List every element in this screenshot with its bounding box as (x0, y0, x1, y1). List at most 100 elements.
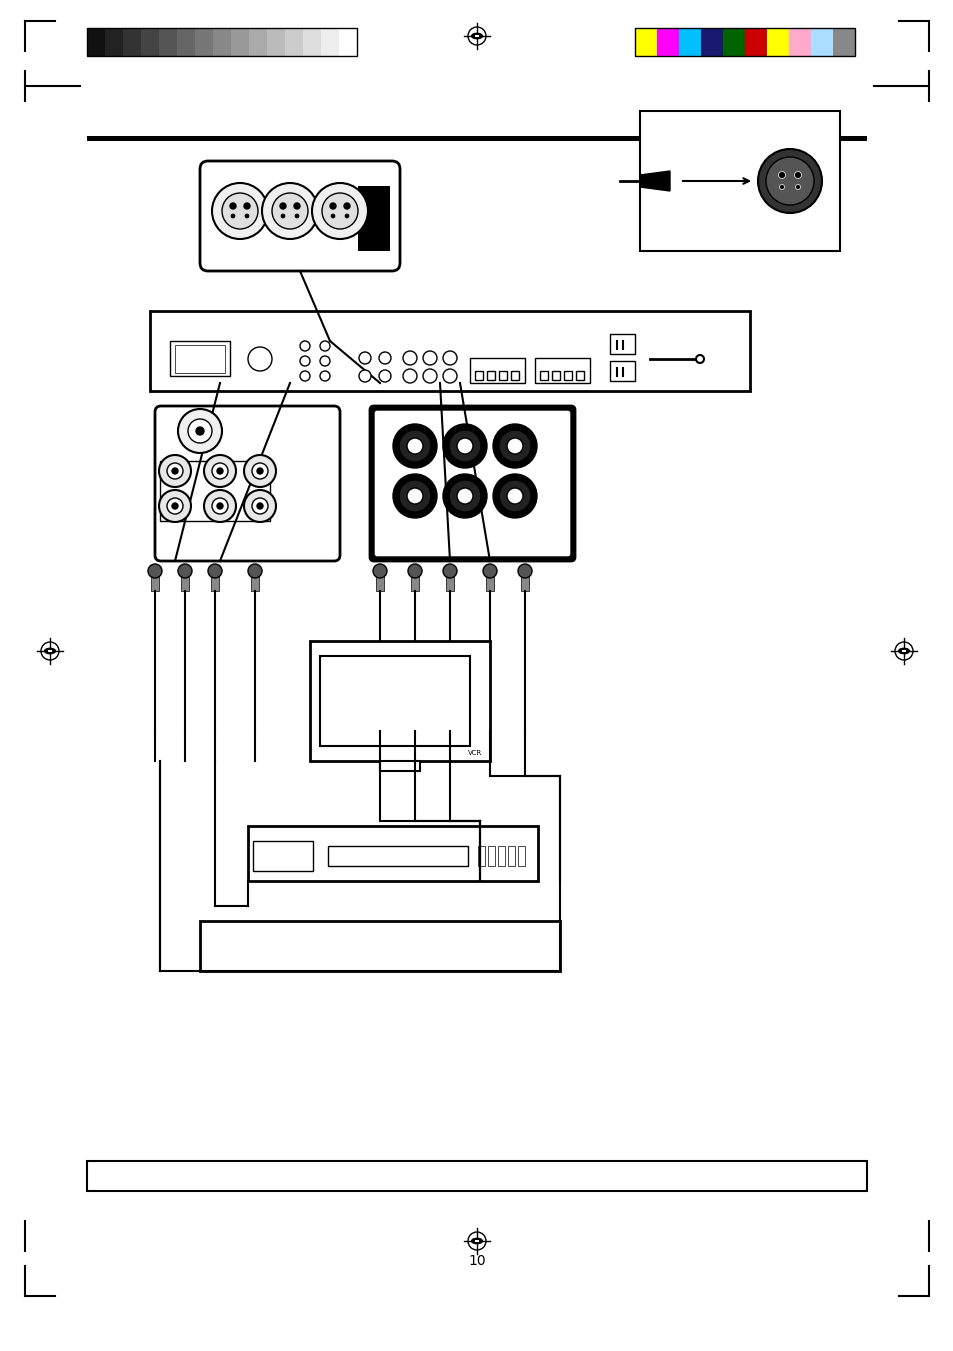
Bar (248, 825, 537, 881)
Circle shape (319, 340, 330, 351)
Circle shape (195, 427, 204, 435)
Circle shape (256, 503, 263, 509)
Circle shape (696, 355, 703, 363)
Bar (328, 846, 468, 866)
Circle shape (795, 185, 800, 189)
Circle shape (373, 563, 387, 578)
Circle shape (212, 182, 268, 239)
Bar (635, 28, 854, 55)
Bar (657, 28, 679, 55)
Bar (170, 340, 230, 376)
Bar (470, 358, 524, 382)
Bar (303, 28, 320, 55)
Circle shape (319, 357, 330, 366)
Circle shape (778, 172, 784, 178)
Circle shape (779, 185, 783, 189)
Bar (213, 28, 231, 55)
Bar (507, 846, 515, 866)
Bar (475, 1240, 478, 1243)
Circle shape (493, 474, 537, 517)
Bar (498, 372, 506, 380)
Circle shape (407, 488, 422, 504)
Circle shape (172, 467, 178, 474)
Circle shape (216, 467, 223, 474)
Bar (357, 186, 390, 251)
Circle shape (167, 499, 183, 513)
Circle shape (378, 370, 391, 382)
Circle shape (294, 213, 298, 218)
Bar (285, 28, 303, 55)
Circle shape (517, 563, 532, 578)
Circle shape (204, 490, 235, 521)
Bar (181, 571, 189, 590)
FancyBboxPatch shape (200, 161, 399, 272)
Circle shape (272, 193, 308, 230)
Circle shape (358, 353, 371, 363)
Bar (320, 28, 338, 55)
Circle shape (393, 424, 436, 467)
Bar (722, 28, 744, 55)
Circle shape (281, 213, 285, 218)
Bar (766, 28, 788, 55)
Circle shape (345, 213, 349, 218)
Circle shape (299, 372, 310, 381)
Circle shape (245, 213, 249, 218)
Circle shape (506, 438, 522, 454)
Bar (700, 28, 722, 55)
Bar (520, 571, 529, 590)
Bar (535, 358, 589, 382)
Circle shape (244, 490, 275, 521)
Circle shape (402, 351, 416, 365)
Circle shape (442, 474, 486, 517)
FancyBboxPatch shape (374, 409, 571, 557)
Circle shape (208, 563, 222, 578)
Bar (249, 28, 267, 55)
Bar (576, 372, 583, 380)
Bar (485, 571, 494, 590)
Circle shape (493, 424, 537, 467)
Circle shape (442, 424, 486, 467)
Bar (477, 846, 484, 866)
Bar (488, 846, 495, 866)
Bar (552, 372, 559, 380)
Circle shape (230, 203, 235, 209)
Bar (87, 28, 356, 55)
Circle shape (178, 563, 192, 578)
Circle shape (212, 499, 228, 513)
Circle shape (407, 438, 422, 454)
Circle shape (449, 480, 480, 512)
Circle shape (167, 463, 183, 480)
Bar (475, 372, 482, 380)
Bar (609, 361, 635, 381)
Circle shape (398, 480, 431, 512)
Circle shape (256, 467, 263, 474)
Circle shape (482, 563, 497, 578)
Circle shape (456, 488, 473, 504)
Circle shape (252, 499, 268, 513)
Circle shape (442, 369, 456, 382)
Circle shape (188, 419, 212, 443)
Circle shape (252, 463, 268, 480)
Circle shape (506, 488, 522, 504)
Circle shape (294, 203, 299, 209)
Circle shape (422, 369, 436, 382)
Bar (251, 571, 258, 590)
Bar (446, 571, 454, 590)
Circle shape (498, 430, 531, 462)
Bar (159, 28, 177, 55)
Circle shape (280, 203, 286, 209)
Bar (194, 28, 213, 55)
Bar (150, 311, 749, 390)
Bar (151, 571, 159, 590)
Bar (253, 842, 313, 871)
Circle shape (758, 149, 821, 213)
Circle shape (299, 357, 310, 366)
Circle shape (402, 369, 416, 382)
Ellipse shape (471, 34, 482, 39)
Bar (679, 28, 700, 55)
Bar (517, 846, 524, 866)
Bar (563, 372, 572, 380)
Circle shape (231, 213, 234, 218)
Bar (267, 28, 285, 55)
Circle shape (248, 347, 272, 372)
